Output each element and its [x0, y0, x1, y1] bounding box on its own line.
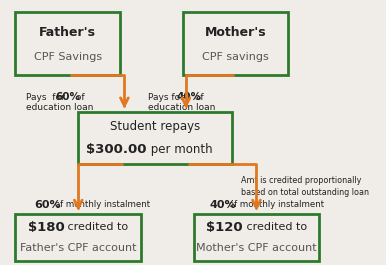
- Text: Father's CPF account: Father's CPF account: [20, 243, 137, 253]
- Text: of: of: [73, 92, 85, 101]
- Text: Mother's: Mother's: [205, 25, 266, 38]
- Text: Pays  for: Pays for: [26, 92, 68, 101]
- FancyBboxPatch shape: [78, 112, 232, 164]
- Text: CPF Savings: CPF Savings: [34, 52, 102, 62]
- Text: 40%: 40%: [209, 200, 236, 210]
- Text: 60%: 60%: [56, 92, 81, 102]
- Text: Pays for: Pays for: [148, 92, 187, 101]
- Text: of: of: [192, 92, 203, 101]
- FancyBboxPatch shape: [15, 12, 120, 75]
- FancyBboxPatch shape: [183, 12, 288, 75]
- Text: $300.00: $300.00: [86, 143, 146, 156]
- Text: Father's: Father's: [39, 25, 96, 38]
- Text: 40%: 40%: [176, 92, 201, 102]
- FancyBboxPatch shape: [194, 214, 319, 261]
- Text: Student repays: Student repays: [110, 120, 200, 133]
- Text: of monthly instalment: of monthly instalment: [226, 200, 324, 209]
- Text: CPF savings: CPF savings: [202, 52, 269, 62]
- Text: credited to: credited to: [64, 222, 129, 232]
- Text: credited to: credited to: [242, 222, 306, 232]
- Text: $180: $180: [27, 220, 64, 233]
- Text: education loan: education loan: [148, 103, 215, 112]
- Text: Mother's CPF account: Mother's CPF account: [196, 243, 317, 253]
- Text: per month: per month: [147, 143, 213, 156]
- Text: education loan: education loan: [26, 103, 93, 112]
- FancyBboxPatch shape: [15, 214, 141, 261]
- Text: Amt is credited proportionally
based on total outstanding loan: Amt is credited proportionally based on …: [241, 176, 369, 197]
- Text: $120: $120: [206, 220, 242, 233]
- Text: of monthly instalment: of monthly instalment: [52, 200, 150, 209]
- Text: 60%: 60%: [35, 200, 61, 210]
